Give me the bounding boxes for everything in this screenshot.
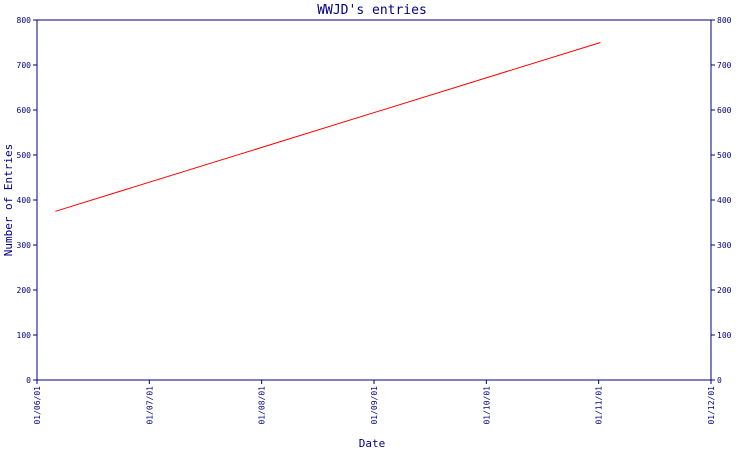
y-tick-label-left: 700 xyxy=(17,61,32,70)
chart-title: WWJD's entries xyxy=(317,3,427,18)
y-tick-label-right: 600 xyxy=(717,106,732,115)
y-tick-label-left: 500 xyxy=(17,151,32,160)
y-ticks-left: 0 100 200 300 400 500 600 700 800 xyxy=(17,16,37,385)
x-tick-label: 01/06/01 xyxy=(33,386,42,425)
y-tick-label-right: 700 xyxy=(717,61,732,70)
y-tick-label-right: 200 xyxy=(717,286,732,295)
y-tick-label-right: 800 xyxy=(717,16,732,25)
y-ticks-right: 0 100 200 300 400 500 600 700 800 xyxy=(711,16,732,385)
x-tick-label: 01/07/01 xyxy=(145,386,154,425)
y-tick-label-left: 300 xyxy=(17,241,32,250)
y-tick-label-left: 800 xyxy=(17,16,32,25)
plot-frame xyxy=(36,19,712,381)
series-line xyxy=(55,42,601,212)
y-tick-label-right: 100 xyxy=(717,331,732,340)
x-tick-label: 01/09/01 xyxy=(370,386,379,425)
y-axis-label: Number of Entries xyxy=(2,144,15,257)
x-tick-label: 01/12/01 xyxy=(707,386,716,425)
y-tick-label-right: 0 xyxy=(717,376,722,385)
y-tick-label-left: 600 xyxy=(17,106,32,115)
x-tick-label: 01/08/01 xyxy=(258,386,267,425)
x-axis-label: Date xyxy=(359,437,386,450)
x-tick-label: 01/10/01 xyxy=(482,386,491,425)
y-tick-label-right: 500 xyxy=(717,151,732,160)
y-tick-label-right: 400 xyxy=(717,196,732,205)
y-tick-label-left: 400 xyxy=(17,196,32,205)
x-tick-label: 01/11/01 xyxy=(595,386,604,425)
y-tick-label-left: 0 xyxy=(26,376,31,385)
series-group xyxy=(55,42,601,212)
y-tick-label-left: 100 xyxy=(17,331,32,340)
y-tick-label-left: 200 xyxy=(17,286,32,295)
y-tick-label-right: 300 xyxy=(717,241,732,250)
x-ticks: 01/06/01 01/07/01 01/08/01 01/09/01 01/10/01… xyxy=(33,380,716,425)
